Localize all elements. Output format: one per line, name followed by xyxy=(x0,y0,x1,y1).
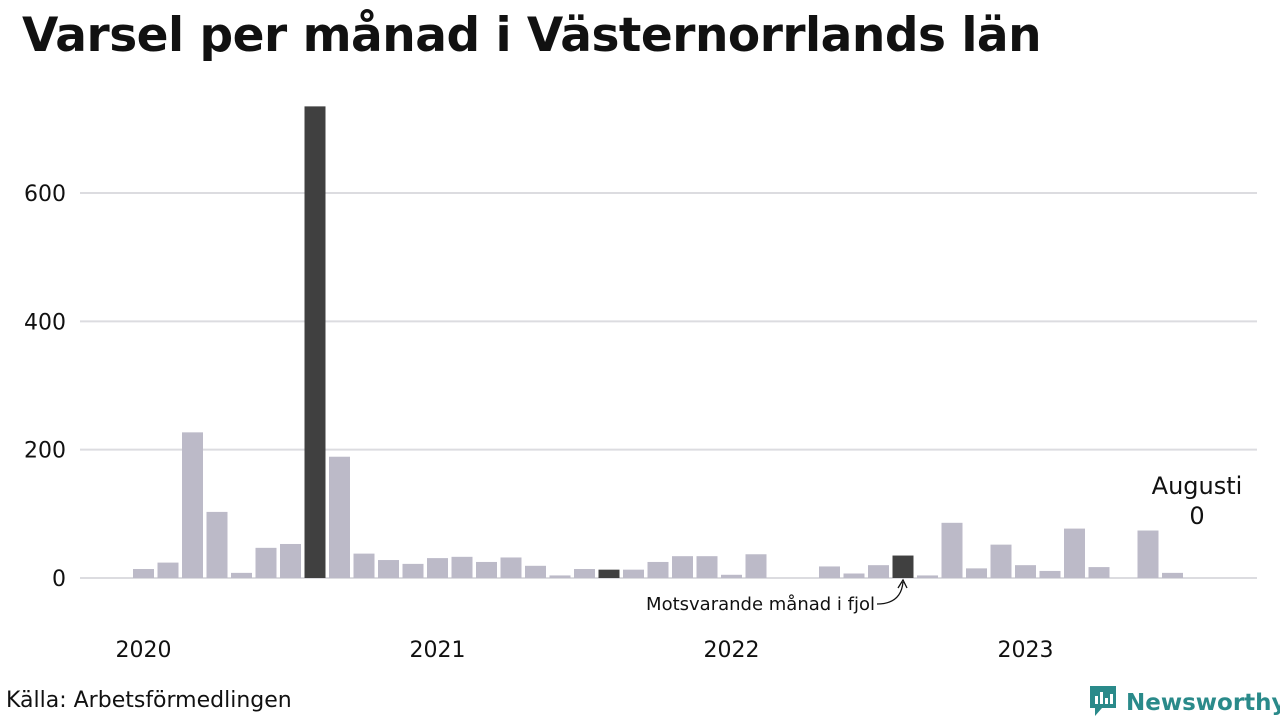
bar xyxy=(378,560,399,578)
bar xyxy=(819,566,840,578)
bar xyxy=(476,561,497,578)
bar xyxy=(745,554,767,578)
bar xyxy=(990,544,1012,578)
brand-name: Newsworthy xyxy=(1126,690,1280,716)
gridlines xyxy=(80,192,1257,579)
bar xyxy=(231,572,252,578)
bars xyxy=(133,106,1183,578)
bar-highlight xyxy=(892,555,914,578)
chart-title: Varsel per månad i Västernorrlands län xyxy=(22,8,1042,63)
bar xyxy=(647,561,669,578)
y-axis-ticks: 0 200 400 600 xyxy=(24,182,66,592)
bar xyxy=(1162,572,1183,578)
bar xyxy=(941,522,963,578)
bar xyxy=(329,456,350,578)
bar xyxy=(157,562,179,578)
x-tick-label: 2021 xyxy=(410,638,466,663)
bar xyxy=(1039,570,1061,578)
bar xyxy=(353,553,375,578)
bar-highlight xyxy=(598,569,620,578)
bar xyxy=(623,569,644,578)
bar xyxy=(402,563,424,578)
bar xyxy=(255,547,277,578)
annotation-arrowhead xyxy=(897,578,908,589)
bar xyxy=(574,569,595,578)
brand-logo: Newsworthy xyxy=(1088,684,1280,722)
x-tick-label: 2020 xyxy=(116,638,172,663)
bar-highlight xyxy=(304,106,326,578)
bar xyxy=(696,556,718,578)
bar xyxy=(451,556,473,578)
newsworthy-logo-icon xyxy=(1088,684,1118,722)
x-tick-label: 2023 xyxy=(998,638,1054,663)
latest-value-label: 0 xyxy=(1189,502,1204,530)
bar xyxy=(843,573,865,578)
bar xyxy=(525,565,546,578)
bar xyxy=(1137,530,1159,578)
bar xyxy=(721,574,742,578)
bar xyxy=(1064,528,1085,578)
bar xyxy=(549,575,571,578)
comparison-annotation: Motsvarande månad i fjol xyxy=(646,594,875,615)
y-tick-label: 200 xyxy=(24,439,66,464)
bar xyxy=(1088,567,1110,578)
annotation-arrow xyxy=(876,581,904,605)
bar-chart: 0 200 400 600 2020 2021 2022 2023 Motsvarande … xyxy=(24,106,1257,663)
y-tick-label: 600 xyxy=(24,182,66,207)
bar xyxy=(1015,565,1036,578)
y-tick-label: 400 xyxy=(24,310,66,335)
x-axis-ticks: 2020 2021 2022 2023 xyxy=(116,638,1054,663)
bar xyxy=(500,557,522,578)
bar xyxy=(917,575,938,578)
bar xyxy=(182,432,203,578)
source-credit: Källa: Arbetsförmedlingen xyxy=(6,688,292,713)
bar xyxy=(966,568,987,578)
bar xyxy=(868,565,889,578)
bar xyxy=(427,558,448,578)
bar xyxy=(133,569,154,578)
bar xyxy=(672,556,693,578)
bar xyxy=(206,511,228,578)
bar xyxy=(280,543,301,578)
x-tick-label: 2022 xyxy=(704,638,760,663)
latest-month-label: Augusti xyxy=(1152,472,1243,500)
y-tick-label: 0 xyxy=(52,567,66,592)
